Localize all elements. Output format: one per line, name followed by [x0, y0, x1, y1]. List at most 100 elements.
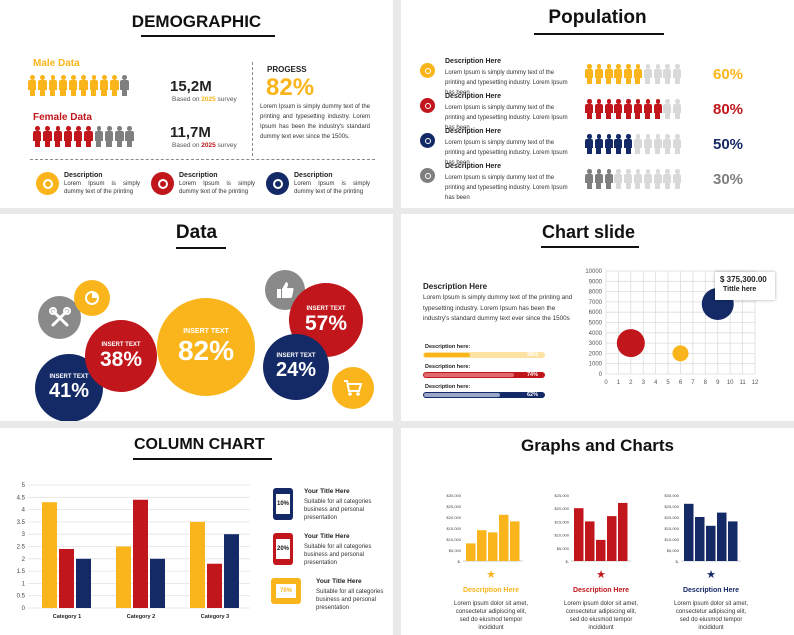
desc-text: Lorem Ipsum is simply dummy text of the …	[179, 181, 255, 195]
pie-chart-icon	[74, 280, 110, 316]
x-tick-label: 0	[604, 380, 608, 386]
y-tick-label: $30,000	[447, 493, 462, 498]
mini-bar	[618, 502, 628, 561]
bubble-24: INSERT TEXT 24%	[263, 334, 329, 400]
person-icon	[633, 169, 642, 189]
progress-bar	[423, 372, 545, 378]
row-percent: 30%	[713, 171, 744, 188]
people-row	[585, 134, 683, 159]
person-icon	[28, 75, 37, 96]
person-icon	[633, 134, 642, 154]
person-icon	[673, 64, 682, 84]
bar-percent: 74%	[527, 371, 539, 378]
progress-fill	[424, 353, 471, 357]
mini-bar	[607, 516, 617, 561]
person-icon	[663, 64, 672, 84]
team-icon	[151, 172, 174, 195]
progress-fill	[424, 373, 515, 377]
person-icon	[594, 64, 603, 84]
scatter-point	[672, 345, 689, 362]
person-icon	[663, 99, 672, 119]
person-icon	[53, 126, 62, 147]
mini-bar	[510, 521, 520, 561]
slide-demographic[interactable]: DEMOGRAPHIC Male Data 15,2M Based on 202…	[0, 0, 393, 208]
row-text: Lorem Ipsum is simply dummy text of the …	[445, 70, 568, 96]
slide-column-chart[interactable]: COLUMN CHART 0 0.5 1 1.5 2 2.5 3 3.5 4 4.5 5 Catego…	[0, 428, 393, 635]
y-tick-label: $25,000	[555, 493, 570, 498]
y-tick-label: 0	[599, 372, 603, 378]
person-icon	[63, 126, 73, 147]
person-icon	[643, 134, 652, 154]
y-tick-label: 4.5	[17, 495, 26, 501]
progress-bar	[423, 352, 545, 358]
y-tick-label: 0	[22, 606, 26, 612]
mini-bar	[717, 512, 727, 561]
y-tick-label: 3	[22, 532, 26, 538]
col-text: Lorem ipsum dolor sit amet, consectetur …	[673, 601, 749, 631]
people-row	[585, 64, 683, 89]
x-tick-label: 12	[752, 380, 759, 386]
monitor-icon: 70%	[271, 578, 301, 604]
bar-percent: 38%	[527, 351, 539, 358]
y-tick-label: $10,000	[447, 537, 462, 542]
mini-bar	[585, 521, 595, 561]
row-text: Lorem Ipsum is simply dummy text of the …	[445, 105, 568, 131]
x-category-label: Category 1	[53, 614, 81, 620]
slide-data[interactable]: Data INSERT TEXT 41% INSERT TEXT 38% INS…	[0, 214, 393, 421]
x-tick-label: 9	[716, 380, 720, 386]
person-icon	[604, 64, 613, 84]
y-tick-label: $5,000	[449, 548, 462, 553]
person-icon	[614, 64, 623, 84]
slide-title: Chart slide	[542, 222, 636, 242]
y-tick-label: $30,000	[665, 493, 680, 498]
desc-title: Description	[294, 172, 333, 179]
y-tick-label: $15,000	[665, 526, 680, 531]
mini-bar	[695, 517, 705, 561]
mini-bar	[499, 514, 509, 561]
person-icon	[604, 169, 613, 189]
person-icon	[104, 126, 114, 147]
person-icon	[94, 126, 103, 147]
female-label: Female Data	[33, 112, 92, 123]
mini-bar	[684, 503, 694, 561]
column-bar	[224, 534, 239, 608]
mini-bar	[466, 543, 476, 561]
tools-icon	[38, 296, 81, 339]
column-bar	[116, 546, 131, 608]
person-icon	[36, 172, 59, 195]
person-icon	[633, 64, 642, 84]
col-title: Description Here	[462, 587, 520, 594]
person-icon	[604, 134, 613, 154]
slide-chart[interactable]: Chart slide Description Here Lorem Ipsum…	[401, 214, 794, 421]
y-tick-label: 1.5	[17, 569, 26, 575]
column-bar	[76, 558, 91, 608]
diamond-icon	[420, 98, 435, 113]
person-icon	[99, 75, 109, 96]
y-tick-label: 8000	[589, 290, 603, 296]
x-tick-label: 10	[727, 380, 734, 386]
male-people-row	[28, 75, 131, 101]
slide-population[interactable]: Population Description Here Lorem Ipsum i…	[401, 0, 794, 208]
y-tick-label: $10,000	[665, 537, 680, 542]
col-title: Description Here	[572, 587, 630, 594]
y-tick-label: $25,000	[447, 504, 462, 509]
person-icon	[604, 99, 613, 119]
col-text: Lorem ipsum dolor sit amet, consectetur …	[563, 601, 639, 631]
person-icon	[585, 64, 593, 84]
person-icon	[594, 169, 603, 189]
mini-bar	[574, 508, 584, 561]
person-icon	[624, 134, 633, 154]
desc-text: Lorem Ipsum is simply dummy text of the …	[294, 181, 370, 195]
mini-bar	[596, 539, 606, 561]
bubble-38: INSERT TEXT 38%	[85, 320, 157, 392]
item-percent: 20%	[275, 539, 290, 559]
progress-fill	[424, 393, 500, 397]
x-category-label: Category 3	[201, 614, 229, 620]
gear-icon	[420, 63, 435, 78]
person-icon	[673, 134, 682, 154]
person-icon	[624, 99, 633, 119]
person-icon	[120, 75, 129, 96]
person-icon	[48, 75, 57, 96]
y-tick-label: 2000	[589, 351, 603, 357]
slide-graphs[interactable]: Graphs and Charts $- $5,000 $10,000 $15,000…	[401, 428, 794, 635]
